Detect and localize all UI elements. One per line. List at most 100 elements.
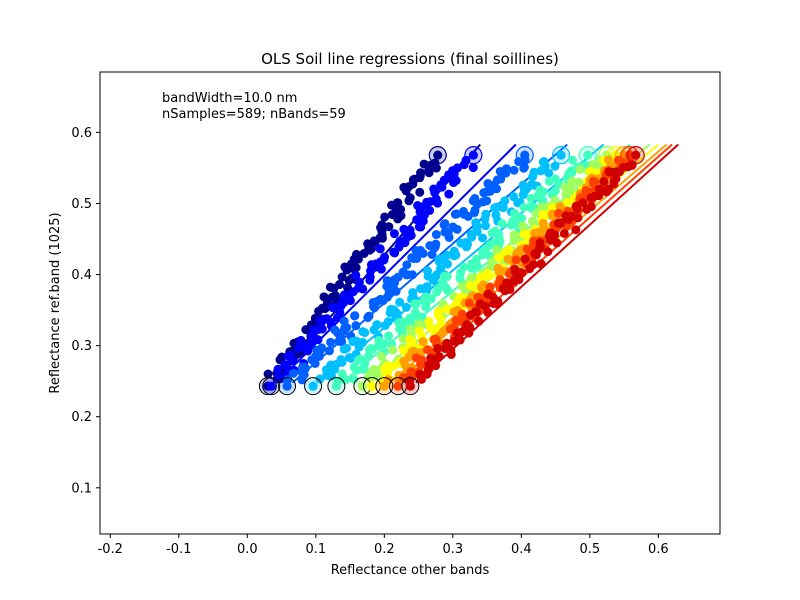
data-point bbox=[575, 164, 585, 174]
data-point bbox=[565, 167, 575, 177]
series-10 bbox=[401, 143, 679, 396]
data-point bbox=[469, 260, 479, 270]
data-point bbox=[520, 254, 530, 264]
data-point bbox=[315, 374, 325, 384]
data-point bbox=[508, 216, 518, 226]
x-axis-label: Reflectance other bands bbox=[331, 563, 490, 578]
data-point bbox=[490, 203, 500, 213]
data-point bbox=[369, 365, 379, 375]
data-point bbox=[407, 336, 417, 346]
data-point bbox=[404, 196, 414, 206]
data-point bbox=[340, 323, 350, 333]
x-tick-label: 0.2 bbox=[374, 542, 395, 557]
data-point bbox=[411, 299, 421, 309]
data-point bbox=[388, 345, 398, 355]
data-point bbox=[345, 296, 355, 306]
data-point bbox=[480, 214, 490, 224]
data-point bbox=[401, 302, 411, 312]
data-point bbox=[586, 202, 596, 212]
series-5 bbox=[327, 143, 631, 396]
data-point bbox=[286, 351, 296, 361]
data-point bbox=[456, 238, 466, 248]
data-point bbox=[380, 212, 390, 222]
data-point bbox=[429, 184, 439, 194]
data-point bbox=[317, 343, 327, 353]
data-point bbox=[589, 179, 599, 189]
extreme-point-low bbox=[308, 381, 318, 391]
data-point bbox=[411, 353, 421, 363]
data-point bbox=[567, 176, 577, 186]
data-point bbox=[468, 163, 478, 173]
data-point bbox=[510, 208, 520, 218]
data-point bbox=[307, 331, 317, 341]
x-tick-label: -0.2 bbox=[98, 542, 123, 557]
data-point bbox=[375, 244, 385, 254]
data-point bbox=[550, 230, 560, 240]
x-axis: -0.2 -0.1 0.0 0.1 0.2 0.3 0.4 0.5 0.6 bbox=[98, 534, 669, 557]
extreme-point-low bbox=[393, 381, 403, 391]
data-point bbox=[483, 178, 493, 188]
data-point bbox=[405, 313, 415, 323]
data-point bbox=[550, 186, 560, 196]
data-point bbox=[490, 226, 500, 236]
data-point bbox=[464, 298, 474, 308]
data-point bbox=[543, 247, 553, 257]
data-point bbox=[376, 223, 386, 233]
data-point bbox=[384, 287, 394, 297]
data-point bbox=[431, 230, 441, 240]
data-point bbox=[394, 242, 404, 252]
extreme-point-high bbox=[520, 150, 530, 160]
data-point bbox=[426, 294, 436, 304]
data-point bbox=[491, 210, 501, 220]
data-point bbox=[380, 252, 390, 262]
data-point bbox=[263, 369, 273, 379]
data-point bbox=[536, 203, 546, 213]
data-point bbox=[563, 197, 573, 207]
data-point bbox=[479, 188, 489, 198]
data-point bbox=[603, 155, 613, 165]
data-point bbox=[372, 320, 382, 330]
extreme-point-low bbox=[367, 381, 377, 391]
data-point bbox=[375, 233, 385, 243]
data-point bbox=[337, 272, 347, 282]
data-point bbox=[568, 155, 578, 165]
data-point bbox=[442, 338, 452, 348]
data-point bbox=[492, 175, 502, 185]
data-point bbox=[339, 316, 349, 326]
data-point bbox=[511, 255, 521, 265]
data-point bbox=[350, 311, 360, 321]
data-point bbox=[418, 337, 428, 347]
data-point bbox=[307, 355, 317, 365]
data-point bbox=[604, 167, 614, 177]
data-point bbox=[509, 230, 519, 240]
data-point bbox=[552, 238, 562, 248]
data-point bbox=[296, 335, 306, 345]
data-point bbox=[452, 328, 462, 338]
data-point bbox=[398, 317, 408, 327]
extreme-point-low bbox=[331, 381, 341, 391]
data-point bbox=[322, 314, 332, 324]
data-point bbox=[470, 193, 480, 203]
data-point bbox=[602, 187, 612, 197]
data-point bbox=[351, 270, 361, 280]
regression-line bbox=[415, 143, 679, 384]
data-point bbox=[553, 218, 563, 228]
data-point bbox=[535, 185, 545, 195]
data-point bbox=[425, 241, 435, 251]
data-point bbox=[455, 335, 465, 345]
data-point bbox=[502, 278, 512, 288]
data-point bbox=[544, 168, 554, 178]
data-point bbox=[384, 331, 394, 341]
data-point bbox=[550, 195, 560, 205]
data-point bbox=[511, 267, 521, 277]
data-point bbox=[382, 276, 392, 286]
data-point bbox=[578, 198, 588, 208]
data-point bbox=[590, 191, 600, 201]
y-tick-label: 0.4 bbox=[71, 268, 92, 283]
data-point bbox=[518, 190, 528, 200]
data-point bbox=[433, 343, 443, 353]
data-point bbox=[438, 278, 448, 288]
data-point bbox=[415, 187, 425, 197]
data-point bbox=[358, 327, 368, 337]
data-point bbox=[418, 216, 428, 226]
